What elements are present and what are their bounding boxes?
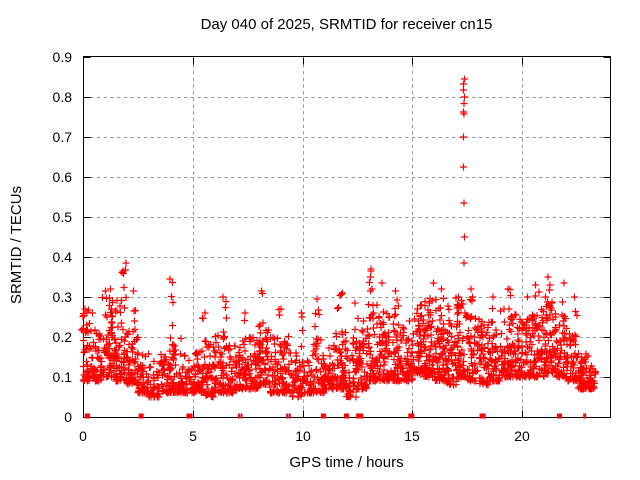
y-tick-label-0.4: 0.4 [52, 249, 72, 265]
y-tick-label-0.3: 0.3 [52, 289, 72, 305]
scatter-points [78, 75, 599, 401]
y-tick-label-0.1: 0.1 [52, 369, 72, 385]
x-tick-label-10: 10 [295, 428, 311, 444]
y-tick-label-0: 0 [64, 409, 72, 425]
chart-title: Day 040 of 2025, SRMTID for receiver cn1… [200, 16, 493, 33]
x-tick-label-0: 0 [79, 428, 87, 444]
y-tick-label-0.6: 0.6 [52, 169, 72, 185]
x-tick-label-20: 20 [514, 428, 530, 444]
x-axis-label: GPS time / hours [289, 454, 404, 471]
y-axis-label: SRMTID / TECUs [8, 185, 25, 305]
y-tick-label-0.8: 0.8 [52, 89, 72, 105]
y-tick-label-0.7: 0.7 [52, 129, 72, 145]
y-tick-label-0.2: 0.2 [52, 329, 72, 345]
x-tick-label-5: 5 [189, 428, 197, 444]
y-tick-label-0.9: 0.9 [52, 49, 72, 65]
x-tick-label-15: 15 [404, 428, 420, 444]
y-tick-label-0.5: 0.5 [52, 209, 72, 225]
